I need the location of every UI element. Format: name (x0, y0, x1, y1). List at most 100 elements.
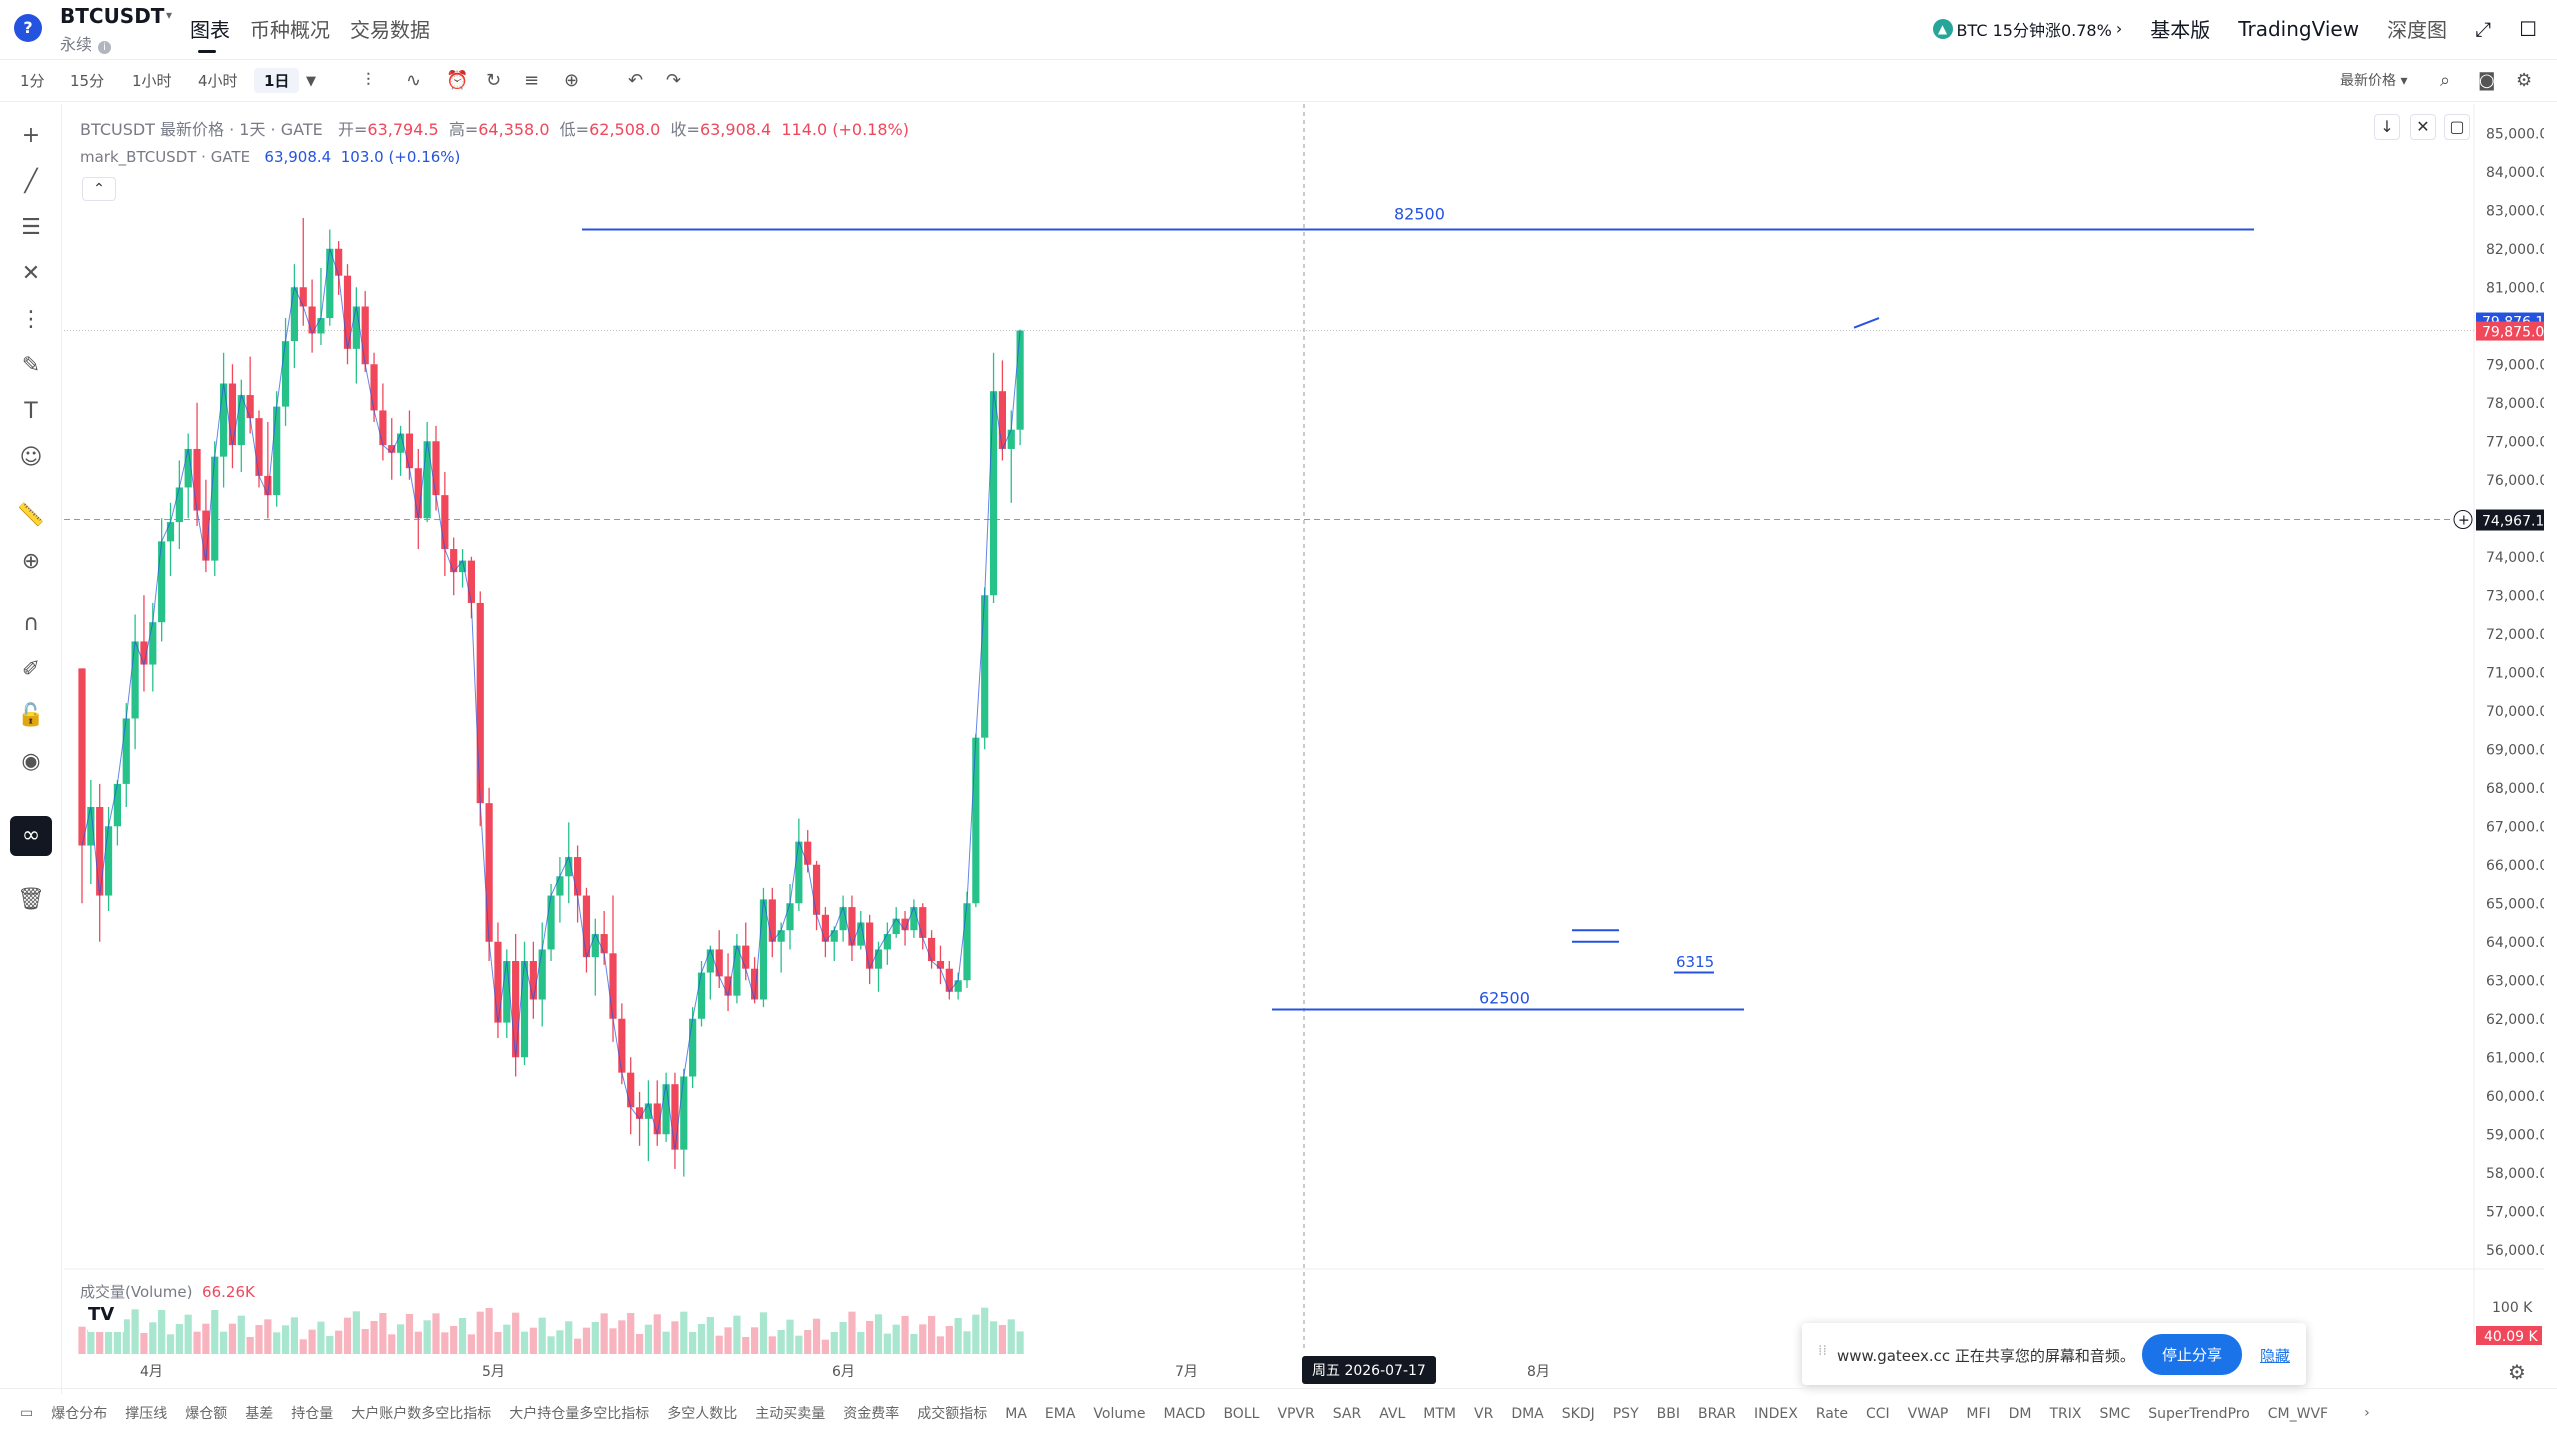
settings-icon[interactable]: ⚙ (2516, 70, 2533, 91)
brush-icon[interactable]: ✎ (21, 353, 41, 378)
indicator-14[interactable]: MACD (1163, 1406, 1206, 1422)
indicator-12[interactable]: EMA (1044, 1406, 1076, 1422)
indicator-7[interactable]: 多空人数比 (667, 1406, 738, 1422)
basic-view-button[interactable]: 基本版 (2150, 18, 2211, 42)
info-icon[interactable]: i (98, 41, 112, 54)
volume-bar (78, 1326, 86, 1354)
link-icon[interactable]: ∞ (10, 816, 52, 856)
indicator-6[interactable]: 大户持仓量多空比指标 (509, 1406, 650, 1422)
indicator-18[interactable]: AVL (1379, 1406, 1406, 1422)
drag-handle-icon[interactable]: ⁞⁞ (1818, 1343, 1827, 1359)
maximize-icon[interactable]: ▢ (2444, 114, 2470, 140)
axis-settings-icon[interactable]: ⚙ (2508, 1360, 2526, 1384)
indicator-32[interactable]: TRIX (2049, 1406, 2082, 1422)
lock-icon[interactable]: 🔓 (17, 703, 45, 728)
help-icon[interactable]: ? (14, 14, 42, 42)
volume-bar (193, 1331, 201, 1354)
depth-chart-button[interactable]: 深度图 (2387, 18, 2448, 42)
indicator-1[interactable]: 撑压线 (125, 1406, 168, 1422)
timeframe-1h[interactable]: 1小时 (132, 72, 172, 90)
indicator-19[interactable]: MTM (1423, 1406, 1456, 1422)
trendline-icon[interactable]: ╱ (24, 169, 38, 194)
tab-overview[interactable]: 币种概况 (250, 18, 330, 42)
search-icon[interactable]: ⌕ (2440, 70, 2451, 91)
timeframe-4h[interactable]: 4小时 (198, 72, 238, 90)
text-icon[interactable]: T (24, 399, 38, 424)
indicator-22[interactable]: SKDJ (1561, 1406, 1595, 1422)
crosshair-icon[interactable]: + (21, 123, 41, 148)
price-chart[interactable]: 85,000.0 84,000.0 83,000.0 82,000.0 81,000.0… (64, 104, 2544, 1388)
indicator-scroll-right[interactable]: › (2364, 1405, 2370, 1421)
indicator-16[interactable]: VPVR (1277, 1406, 1315, 1422)
indicator-2[interactable]: 爆仓额 (185, 1406, 228, 1422)
replay-icon[interactable]: ↻ (486, 70, 502, 91)
x-label-apr: 4月 (140, 1364, 163, 1380)
trash-icon[interactable]: 🗑 (17, 887, 45, 912)
arrow-down-icon[interactable]: ↓ (2374, 114, 2400, 140)
indicator-13[interactable]: Volume (1093, 1406, 1146, 1422)
volume-bar (273, 1332, 281, 1354)
indicator-20[interactable]: VR (1474, 1406, 1494, 1422)
timeframe-1d[interactable]: 1日 (254, 68, 300, 93)
alert-icon[interactable]: ⏰ (446, 70, 469, 91)
tradingview-button[interactable]: TradingView (2238, 16, 2360, 41)
indicator-31[interactable]: DM (2008, 1406, 2032, 1422)
ruler-icon[interactable]: 📏 (17, 503, 45, 528)
indicators-icon[interactable]: ∿ (406, 70, 422, 91)
tab-trade-data[interactable]: 交易数据 (350, 18, 430, 42)
parallel-lines-icon[interactable]: ☰ (21, 215, 41, 240)
symbol-selector[interactable]: BTCUSDT (60, 4, 165, 28)
add-icon[interactable]: ⊕ (564, 70, 580, 91)
indicator-27[interactable]: Rate (1815, 1406, 1848, 1422)
indicator-26[interactable]: INDEX (1754, 1406, 1798, 1422)
indicator-5[interactable]: 大户账户数多空比指标 (351, 1406, 492, 1422)
indicator-21[interactable]: DMA (1511, 1406, 1544, 1422)
indicator-34[interactable]: SuperTrendPro (2148, 1406, 2250, 1422)
collapse-legend-button[interactable]: ⌃ (82, 177, 116, 201)
stop-share-button[interactable]: 停止分享 (2142, 1334, 2243, 1375)
indicator-11[interactable]: MA (1005, 1406, 1027, 1422)
indicator-8[interactable]: 主动买卖量 (755, 1406, 826, 1422)
candle-type-icon[interactable]: ⫶ (366, 70, 371, 91)
emoji-icon[interactable]: ☺ (19, 445, 43, 470)
caret-down-icon[interactable]: ▾ (166, 8, 173, 22)
indicator-30[interactable]: MFI (1966, 1406, 1991, 1422)
layout-icon[interactable]: ▭ (20, 1405, 34, 1421)
redo-icon[interactable]: ↷ (666, 70, 682, 91)
tab-chart[interactable]: 图表 (190, 14, 230, 53)
indicator-23[interactable]: PSY (1612, 1406, 1639, 1422)
indicator-24[interactable]: BBI (1656, 1406, 1680, 1422)
indicator-9[interactable]: 资金费率 (843, 1406, 900, 1422)
timeframe-dropdown-icon[interactable]: ▼ (306, 74, 316, 89)
price-type-select[interactable]: 最新价格 ▾ (2340, 73, 2408, 89)
fullscreen-icon[interactable]: ⤢ (2475, 16, 2492, 41)
compress-icon[interactable]: ✕ (2410, 114, 2436, 140)
timeframe-1m[interactable]: 1分 (20, 72, 45, 90)
indicator-28[interactable]: CCI (1865, 1406, 1890, 1422)
hide-banner-link[interactable]: 隐藏 (2260, 1347, 2291, 1365)
indicator-33[interactable]: SMC (2099, 1406, 2131, 1422)
indicator-4[interactable]: 持仓量 (291, 1406, 334, 1422)
eye-icon[interactable]: ◉ (21, 749, 41, 774)
indicator-15[interactable]: BOLL (1223, 1406, 1260, 1422)
indicator-35[interactable]: CM_WVF (2267, 1406, 2329, 1422)
undo-icon[interactable]: ↶ (628, 70, 644, 91)
crosshair-plus-icon[interactable] (2453, 510, 2473, 530)
window-icon[interactable]: ☐ (2519, 16, 2537, 41)
indicator-10[interactable]: 成交额指标 (917, 1406, 988, 1422)
camera-icon[interactable]: ◙ (2478, 70, 2496, 91)
lock-drawing-icon[interactable]: ✐ (21, 657, 41, 682)
templates-icon[interactable]: ≡ (524, 70, 540, 91)
zoom-icon[interactable]: ⊕ (21, 549, 41, 574)
pattern-icon[interactable]: ✕ (21, 261, 41, 286)
indicator-3[interactable]: 基差 (245, 1406, 274, 1422)
indicator-17[interactable]: SAR (1332, 1406, 1362, 1422)
fib-icon[interactable]: ⋮ (20, 307, 42, 332)
indicator-25[interactable]: BRAR (1697, 1406, 1737, 1422)
timeframe-15m[interactable]: 15分 (70, 72, 105, 90)
news-ticker[interactable]: ▲ BTC 15分钟涨0.78% › (1932, 17, 2122, 41)
magnet-icon[interactable]: ∩ (22, 611, 40, 636)
price-tick: 73,000.0 (2486, 588, 2544, 604)
indicator-0[interactable]: 爆仓分布 (51, 1406, 108, 1422)
indicator-29[interactable]: VWAP (1907, 1406, 1949, 1422)
